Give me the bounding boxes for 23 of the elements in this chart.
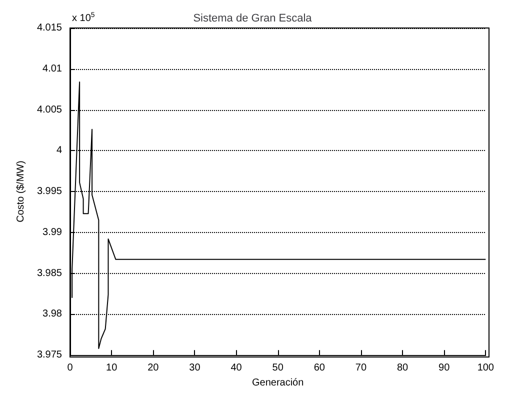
x-tick-label: 100 — [477, 362, 494, 374]
x-tick-label: 30 — [189, 362, 201, 374]
y-tick-label: 4.015 — [36, 22, 62, 34]
x-tick-label: 70 — [355, 362, 367, 374]
y-tick-label: 3.975 — [36, 350, 62, 361]
y-tick-label: 4.005 — [36, 104, 62, 116]
x-tick-label: 20 — [148, 362, 160, 374]
y-tick-label: 4.01 — [42, 63, 62, 74]
y-axis-title: Costo ($/MW) — [16, 160, 27, 222]
y-tick-label: 4 — [56, 145, 62, 156]
x-tick-label: 50 — [272, 362, 284, 374]
x-tick-label: 0 — [67, 362, 74, 374]
x-tick-label: 10 — [106, 362, 118, 374]
x-tick-label: 80 — [396, 362, 409, 374]
x-tick-label: 60 — [314, 362, 326, 374]
y-tick-label: 3.99 — [42, 226, 62, 238]
x-axis-title: Generación — [252, 378, 304, 388]
x-tick-label: 90 — [438, 362, 450, 374]
y-tick-label: 3.985 — [36, 268, 62, 279]
x-tick-label: 40 — [230, 362, 242, 374]
y-tick-label: 3.995 — [36, 186, 62, 198]
chart-title: Sistema de Gran Escala — [193, 12, 313, 24]
y-tick-label: 3.98 — [42, 308, 62, 320]
